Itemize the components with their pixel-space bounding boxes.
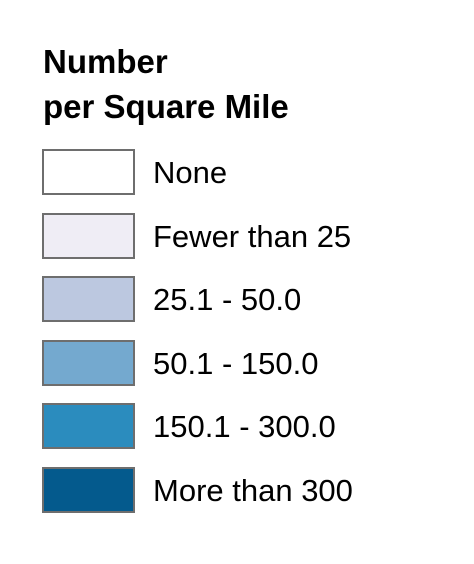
legend-item-fewer-than-25: Fewer than 25 xyxy=(42,212,442,261)
legend-swatch xyxy=(42,212,135,259)
legend-title: Number per Square Mile xyxy=(43,39,289,129)
legend-swatch xyxy=(42,466,135,513)
legend-item-label: Fewer than 25 xyxy=(153,218,352,254)
legend-item-label: More than 300 xyxy=(153,472,353,508)
legend-item-150-to-300: 150.1 - 300.0 xyxy=(42,403,442,451)
legend-swatch xyxy=(42,149,135,195)
legend-item-none: None xyxy=(42,149,442,197)
legend-item-50-to-150: 50.1 - 150.0 xyxy=(42,339,442,388)
legend-item-label: None xyxy=(153,155,228,190)
legend-title-line-1: Number xyxy=(43,43,168,80)
legend-item-label: 50.1 - 150.0 xyxy=(153,345,319,381)
legend-swatch xyxy=(42,276,135,323)
legend-item-label: 150.1 - 300.0 xyxy=(153,409,336,445)
legend-item-25-to-50: 25.1 - 50.0 xyxy=(42,276,442,324)
legend-items: None Fewer than 25 25.1 - 50.0 50.1 - 15… xyxy=(42,149,442,531)
legend-swatch xyxy=(42,403,135,450)
legend-item-more-than-300: More than 300 xyxy=(42,466,442,515)
legend-title-line-2: per Square Mile xyxy=(43,88,289,125)
legend-item-label: 25.1 - 50.0 xyxy=(153,282,302,318)
legend-swatch xyxy=(42,339,135,386)
